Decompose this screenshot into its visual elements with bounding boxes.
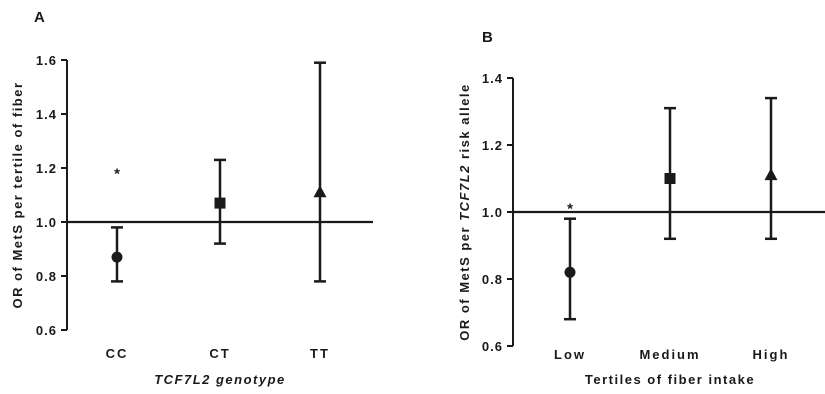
panel-a-x-category-label: CC [106, 346, 129, 361]
panel-a-significance-marker: * [114, 166, 120, 183]
panel-b: B 0.6 0.8 1.0 1.2 1.4 Low Medium High * Tertiles o… [457, 29, 825, 387]
panel-b-x-category-label: High [753, 347, 790, 362]
y-axis-title-part: OR of MetS per [457, 221, 472, 341]
panel-a-x-category-label: TT [310, 346, 330, 361]
panel-a-point-square [214, 197, 226, 209]
panel-a-point-triangle [313, 185, 327, 198]
panel-a-y-tick-label: 0.8 [36, 269, 57, 284]
panel-b-point-triangle [764, 168, 778, 181]
panel-a-y-tick-label: 1.4 [36, 107, 57, 122]
panel-b-x-category-label: Medium [639, 347, 700, 362]
panel-a-y-tick-label: 1.6 [36, 53, 57, 68]
panel-a-x-category-label: CT [209, 346, 230, 361]
panel-a-y-axis-title: OR of MetS per tertile of fiber [10, 81, 25, 308]
panel-b-x-category-label: Low [554, 347, 586, 362]
panel-b-y-tick-label: 1.2 [482, 138, 503, 153]
panel-b-letter: B [482, 29, 493, 46]
panel-a-letter: A [34, 9, 45, 26]
x-axis-title-part: Tertiles of fiber intake [585, 372, 755, 387]
panel-a-y-tick-label: 0.6 [36, 323, 57, 338]
panel-a-point-circle [111, 251, 123, 263]
panel-a: A 0.6 0.8 1.0 1.2 1.4 1.6 CC CT TT * TCF7L2 genotyp… [10, 9, 373, 387]
x-axis-title-part: TCF7L2 [154, 372, 211, 387]
panel-b-significance-marker: * [567, 200, 573, 217]
panel-b-x-axis-title: Tertiles of fiber intake [585, 372, 755, 387]
y-axis-title-part: OR of MetS per tertile of fiber [10, 81, 25, 308]
panel-b-y-tick-label: 1.0 [482, 205, 503, 220]
y-axis-title-part: TCF7L2 [457, 164, 472, 221]
panel-b-y-axis-title: OR of MetS per TCF7L2 risk allele [457, 83, 472, 341]
panel-b-y-tick-label: 1.4 [482, 71, 503, 86]
panel-a-y-tick-label: 1.2 [36, 161, 57, 176]
panel-b-y-tick-label: 0.6 [482, 339, 503, 354]
panel-a-y-tick-label: 1.0 [36, 215, 57, 230]
panel-b-y-tick-label: 0.8 [482, 272, 503, 287]
x-axis-title-part: genotype [211, 372, 286, 387]
panel-b-point-square [664, 173, 676, 184]
panel-b-point-circle [564, 266, 576, 278]
y-axis-title-part: risk allele [457, 83, 472, 164]
panel-a-x-axis-title: TCF7L2 genotype [154, 372, 286, 387]
